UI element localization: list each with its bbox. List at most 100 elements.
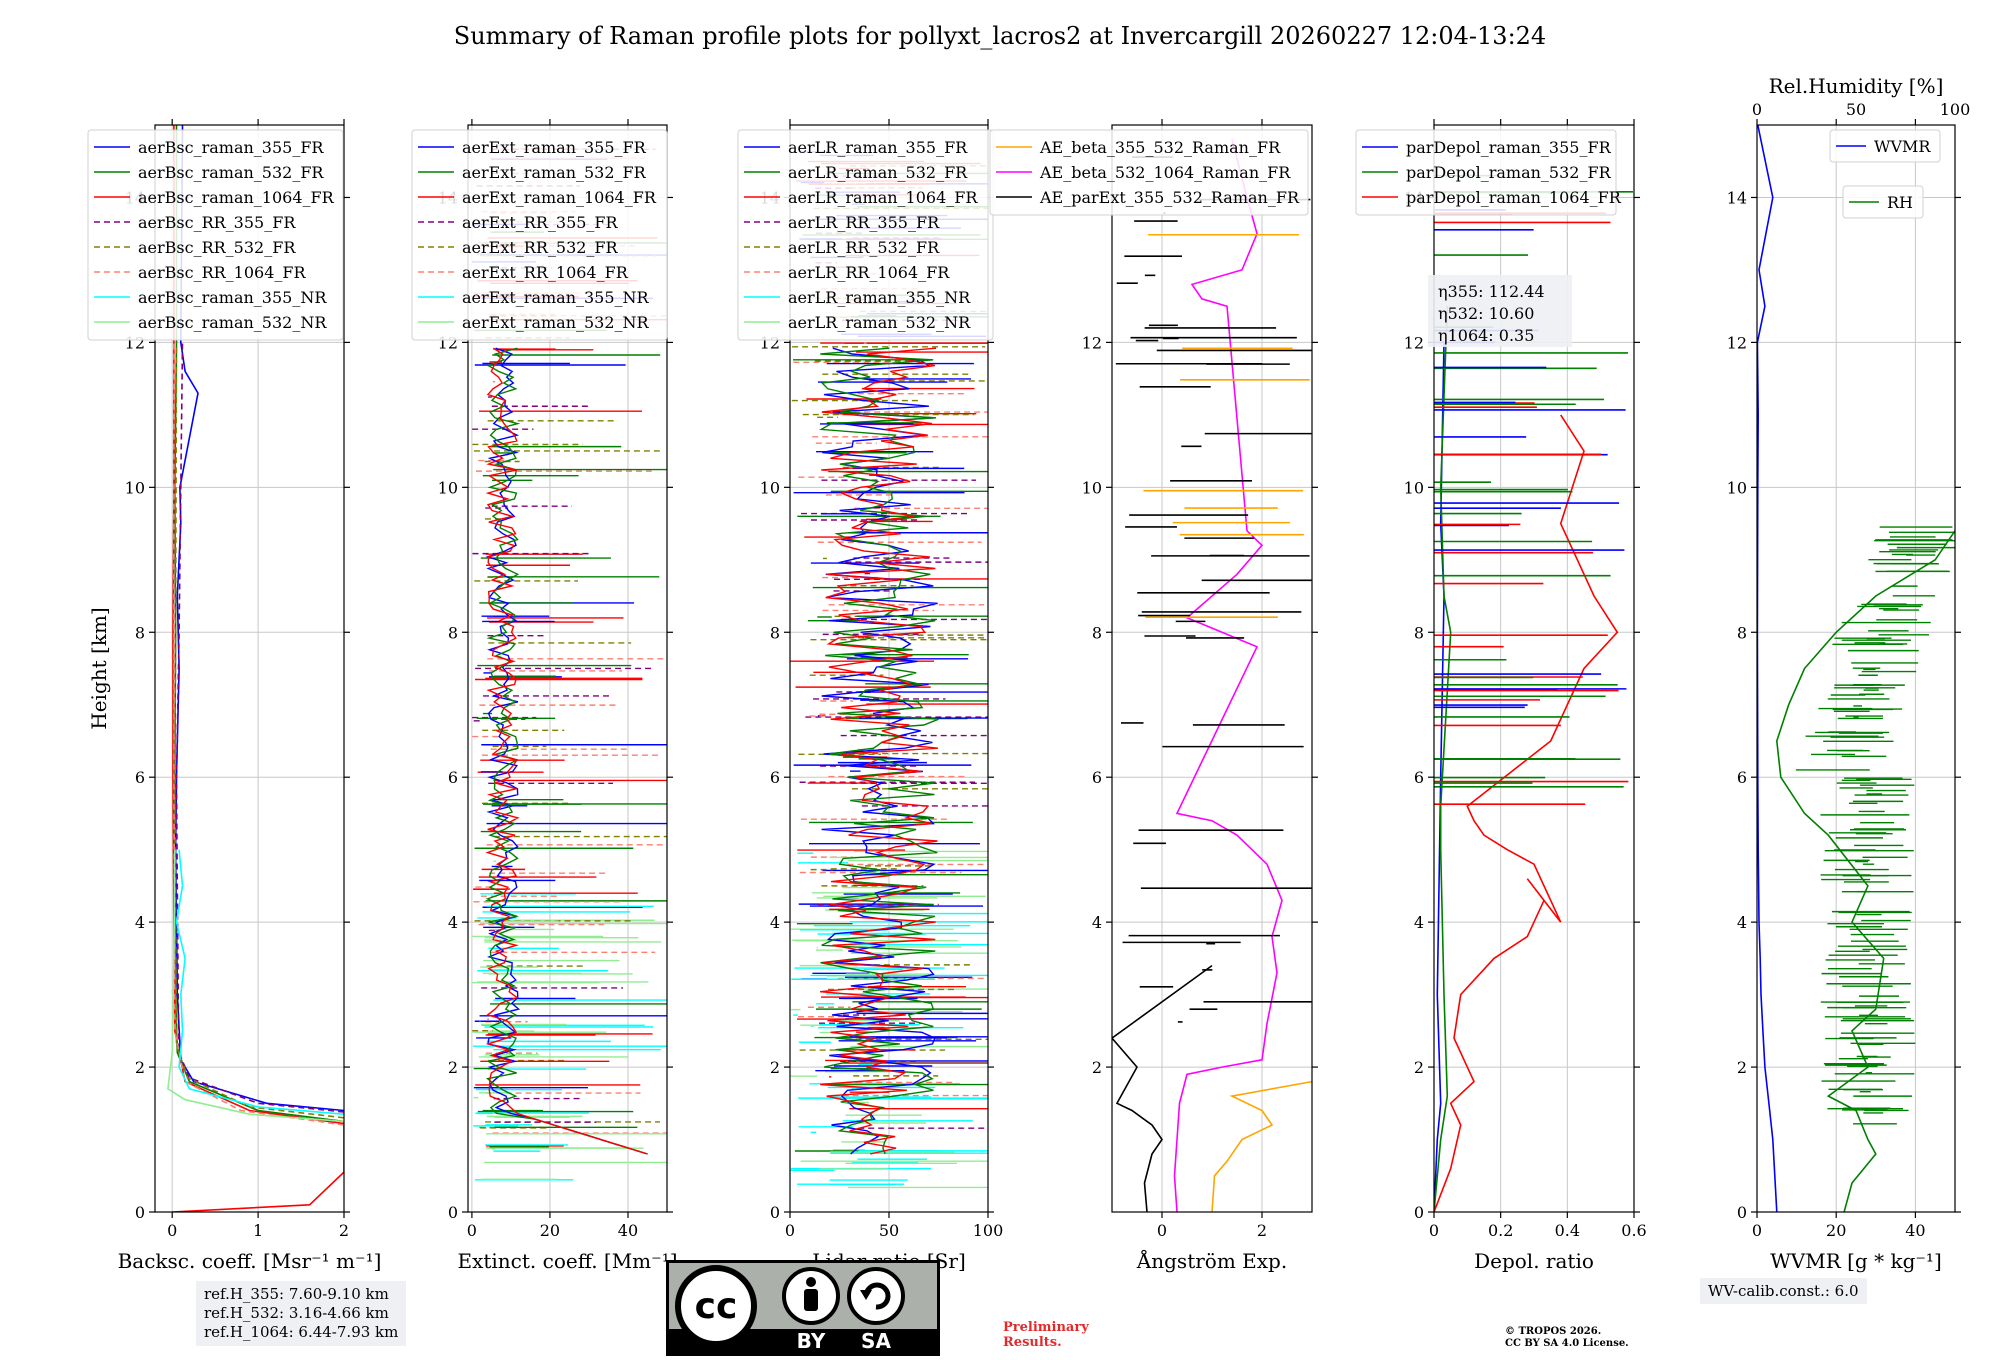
axes-frame [1433, 124, 1635, 1213]
y-tick-label: 12 [1082, 333, 1102, 352]
preliminary-line-1: Preliminary [1003, 1320, 1089, 1335]
series-line-aerBsc_RR_1064_FR [173, 342, 344, 1126]
y-tick-label: 6 [770, 768, 780, 787]
wv-calibration-box: WV-calib.const.: 6.0 [1700, 1278, 1867, 1304]
x-tick-label: 0 [167, 1221, 177, 1240]
x-tick-label: 0 [1157, 1221, 1167, 1240]
x-tick-label: 40 [618, 1221, 638, 1240]
y-tick-label: 0 [448, 1203, 458, 1222]
legend-label-AE_parExt_355_532_Raman_FR: AE_parExt_355_532_Raman_FR [1039, 188, 1300, 207]
ref-height-355: ref.H_355: 7.60-9.10 km [204, 1285, 389, 1303]
x-tick-label: 0.6 [1621, 1221, 1646, 1240]
legend-label-AE_beta_355_532_Raman_FR: AE_beta_355_532_Raman_FR [1039, 138, 1281, 157]
sa-arrow [863, 1282, 891, 1310]
y-tick-label: 10 [125, 478, 145, 497]
y-tick-label: 12 [1727, 333, 1747, 352]
y-tick-label: 8 [1414, 623, 1424, 642]
top-x-axis-label: Rel.Humidity [%] [1769, 74, 1944, 98]
legend-box [989, 129, 1309, 216]
y-axis-label: Height [km] [87, 607, 111, 729]
by-person-head [806, 1277, 816, 1287]
legend-label-aerExt_raman_532_NR: aerExt_raman_532_NR [462, 313, 650, 332]
legend-label-aerExt_raman_1064_FR: aerExt_raman_1064_FR [462, 188, 657, 207]
y-tick-label: 2 [135, 1058, 145, 1077]
x-tick-label: 0 [785, 1221, 795, 1240]
y-tick-label: 2 [1414, 1058, 1424, 1077]
series-line-WVMR [1757, 125, 1778, 1212]
y-tick-label: 10 [1727, 478, 1747, 497]
copyright-note: © TROPOS 2026. CC BY SA 4.0 License. [1505, 1326, 1629, 1350]
copyright-line-1: © TROPOS 2026. [1505, 1326, 1602, 1337]
y-tick-label: 2 [1092, 1058, 1102, 1077]
y-tick-label: 4 [135, 913, 145, 932]
reference-heights-box: ref.H_355: 7.60-9.10 km ref.H_532: 3.16-… [196, 1281, 407, 1346]
y-tick-label: 12 [1404, 333, 1424, 352]
legend-box [87, 129, 344, 341]
sa-icon [847, 1267, 905, 1325]
legend-label-aerExt_RR_532_FR: aerExt_RR_532_FR [462, 238, 619, 257]
y-tick-label: 10 [1082, 478, 1102, 497]
x-tick-label: 40 [1905, 1221, 1925, 1240]
axes-frame [467, 124, 668, 1213]
calibration-annotation-box [1428, 275, 1572, 347]
legend-box [1829, 129, 1941, 163]
y-tick-label: 4 [1737, 913, 1747, 932]
legend-label-aerBsc_raman_355_FR: aerBsc_raman_355_FR [138, 138, 324, 157]
series-line-RH [1775, 530, 1955, 1212]
series-line-aerBsc_raman_532_NR [167, 849, 344, 1123]
legend-label-aerBsc_RR_355_FR: aerBsc_RR_355_FR [138, 213, 296, 232]
top-x-tick-label: 0 [1752, 100, 1762, 119]
y-tick-label: 4 [770, 913, 780, 932]
preliminary-line-2: Results. [1003, 1335, 1062, 1350]
legend-label-parDepol_raman_355_FR: parDepol_raman_355_FR [1406, 138, 1612, 157]
x-axis-label: Extinct. coeff. [Mm⁻¹] [457, 1249, 677, 1273]
legend-box [411, 129, 668, 341]
series-line-aerBsc_raman_355_NR [175, 849, 344, 1115]
series-line-parDepol_raman_1064_FR [1434, 414, 1619, 1212]
legend-label-aerLR_raman_1064_FR: aerLR_raman_1064_FR [788, 188, 978, 207]
legend-box [737, 129, 994, 341]
legend-label-aerLR_RR_355_FR: aerLR_RR_355_FR [788, 213, 940, 232]
plot-area [1757, 125, 1955, 1212]
preliminary-note: Preliminary Results. [1003, 1320, 1089, 1350]
legend-label-aerExt_raman_355_NR: aerExt_raman_355_NR [462, 288, 650, 307]
x-axis-label: Depol. ratio [1474, 1249, 1594, 1273]
series-line-AE_beta_355_532_Raman_FR [1211, 1080, 1312, 1212]
legend-label-aerBsc_raman_1064_FR: aerBsc_raman_1064_FR [138, 188, 335, 207]
legend-label-RH: RH [1887, 193, 1913, 212]
x-tick-label: 20 [1826, 1221, 1846, 1240]
legend-label-AE_beta_532_1064_Raman_FR: AE_beta_532_1064_Raman_FR [1039, 163, 1291, 182]
x-tick-label: 0.4 [1555, 1221, 1580, 1240]
y-tick-label: 8 [135, 623, 145, 642]
y-tick-label: 10 [1404, 478, 1424, 497]
y-tick-label: 6 [1092, 768, 1102, 787]
y-tick-label: 8 [448, 623, 458, 642]
y-tick-label: 10 [438, 478, 458, 497]
y-tick-label: 0 [135, 1203, 145, 1222]
legend-label-aerBsc_raman_532_FR: aerBsc_raman_532_FR [138, 163, 324, 182]
y-tick-label: 4 [448, 913, 458, 932]
series-line-aerBsc_raman_355_FR [174, 125, 344, 1112]
legend-label-aerExt_raman_532_FR: aerExt_raman_532_FR [462, 163, 647, 182]
series-line-AE_beta_532_1064_Raman_FR [1173, 139, 1283, 1212]
legend-label-aerLR_raman_355_NR: aerLR_raman_355_NR [788, 288, 971, 307]
panel-extinction: 0246810121402040Extinct. coeff. [Mm⁻¹]ae… [411, 119, 678, 1273]
y-tick-label: 8 [1092, 623, 1102, 642]
sa-arrowhead [860, 1290, 872, 1300]
top-x-tick-label: 50 [1846, 100, 1866, 119]
series-line-parDepol_raman_355_FR [1434, 342, 1445, 1212]
x-tick-label: 1 [253, 1221, 263, 1240]
legend-label-aerBsc_raman_355_NR: aerBsc_raman_355_NR [138, 288, 327, 307]
x-tick-label: 2 [1257, 1221, 1267, 1240]
y-tick-label: 14 [1727, 188, 1747, 207]
x-tick-label: 20 [540, 1221, 560, 1240]
axes-frame [1756, 124, 1956, 1213]
x-tick-label: 0 [1752, 1221, 1762, 1240]
calibration-annotation-line: η532: 10.60 [1438, 304, 1534, 323]
x-tick-label: 50 [879, 1221, 899, 1240]
legend-label-aerBsc_RR_1064_FR: aerBsc_RR_1064_FR [138, 263, 307, 282]
legend-label-aerBsc_raman_532_NR: aerBsc_raman_532_NR [138, 313, 327, 332]
x-tick-label: 2 [339, 1221, 349, 1240]
copyright-line-2: CC BY SA 4.0 License. [1505, 1338, 1629, 1349]
